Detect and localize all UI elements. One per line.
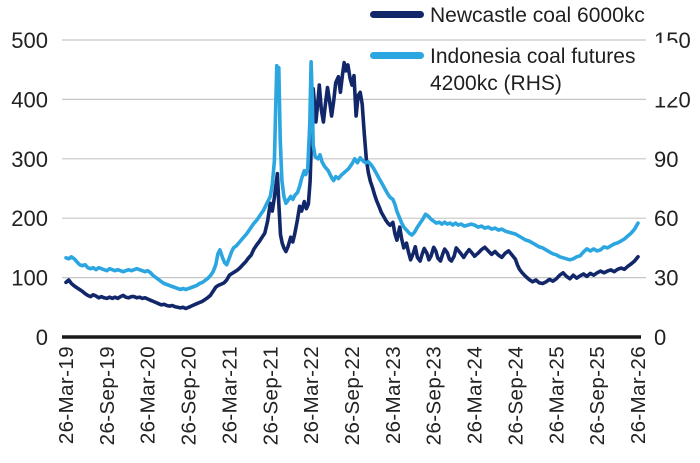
x-axis-tick-label: 26-Mar-20 [137, 346, 160, 444]
indonesia-legend-line-icon [370, 52, 424, 59]
x-axis-tick-label: 26-Sep-19 [96, 346, 119, 445]
y-axis-tick-left: 300 [11, 147, 48, 172]
x-axis-tick-label: 26-Sep-24 [504, 346, 527, 445]
newcastle-coal-6000kc-line [64, 60, 640, 311]
x-axis-tick-label: 26-Mar-26 [627, 346, 650, 444]
y-axis-tick-right: 60 [654, 206, 678, 231]
x-axis-tick-label: 26-Mar-25 [545, 346, 568, 444]
x-axis-tick-label: 26-Sep-21 [259, 346, 282, 445]
newcastle-legend-label: Newcastle coal 6000kc [430, 4, 645, 27]
x-axis-tick-label: 26-Mar-22 [300, 346, 323, 444]
x-axis-tick-label: 26-Sep-22 [341, 346, 364, 445]
x-axis-tick-label: 26-Mar-21 [218, 346, 241, 444]
y-axis-tick-right: 30 [654, 266, 678, 291]
y-axis-tick-right: 90 [654, 147, 678, 172]
x-axis-tick-label: 26-Sep-23 [423, 346, 446, 445]
x-axis-tick-label: 26-Mar-19 [55, 346, 78, 444]
x-axis-tick-label: 26-Sep-20 [178, 346, 201, 445]
y-axis-tick-left: 100 [11, 266, 48, 291]
newcastle-legend-line-icon [370, 11, 424, 18]
x-axis-tick-label: 26-Mar-23 [382, 346, 405, 444]
y-axis-tick-left: 400 [11, 87, 48, 112]
y-axis-tick-left: 0 [36, 325, 48, 350]
indonesia-legend-label-line2: 4200kc (RHS) [430, 72, 562, 95]
x-axis-tick-label: 26-Sep-25 [586, 346, 609, 445]
y-axis-tick-right: 0 [654, 325, 666, 350]
indonesia-coal-futures-4200kc-line [64, 59, 640, 292]
x-axis-tick-label: 26-Mar-24 [464, 346, 487, 444]
indonesia-legend-label: Indonesia coal futures 4200kc (RHS) [430, 43, 635, 97]
indonesia-legend-label-line1: Indonesia coal futures [430, 45, 636, 68]
chart-legend: Newcastle coal 6000kc Indonesia coal fut… [370, 2, 680, 111]
y-axis-tick-left: 500 [11, 28, 48, 53]
y-axis-tick-left: 200 [11, 206, 48, 231]
legend-entry-indonesia: Indonesia coal futures 4200kc (RHS) [370, 43, 680, 97]
legend-entry-newcastle: Newcastle coal 6000kc [370, 2, 680, 29]
